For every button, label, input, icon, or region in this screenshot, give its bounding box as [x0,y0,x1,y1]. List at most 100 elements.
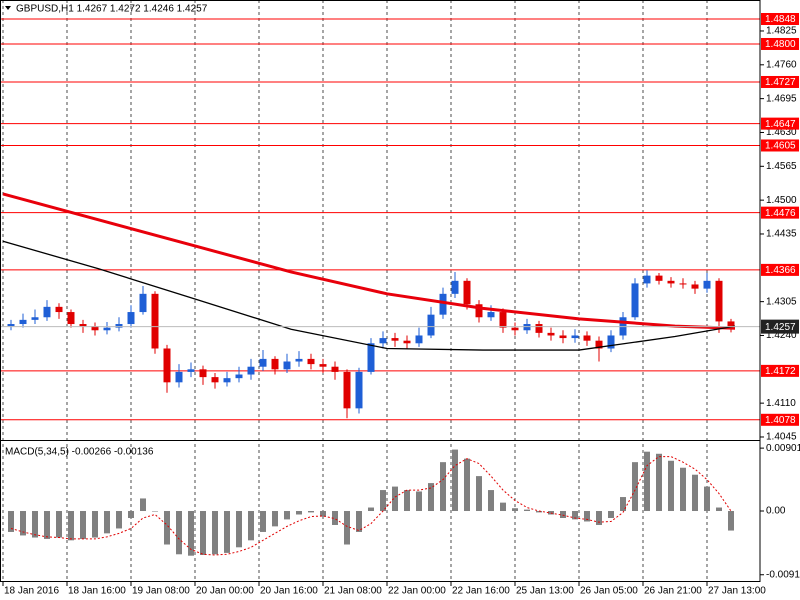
candle-body [499,312,507,328]
candle-body [7,324,15,327]
candle-body [235,374,243,379]
macd-bar [308,511,314,513]
macd-bar [464,458,470,512]
candle-body [163,348,171,383]
candle-body [607,335,615,349]
level-label-box [761,75,799,88]
candle-body [331,366,339,372]
macd-bar [188,511,194,556]
y-tick-label: 1.4045 [766,432,797,443]
candle-body [271,358,279,370]
macd-title: MACD(5,34,5) -0.00266 -0.00136 [5,447,154,458]
macd-bar [656,453,662,512]
candle-body [115,324,123,328]
macd-bar [44,511,50,539]
candle-body [187,369,195,372]
candle-body [319,364,327,367]
macd-bar [452,449,458,512]
candle-body [475,304,483,318]
macd-bar [620,497,626,512]
macd-bar [176,511,182,555]
candle-body [547,332,555,336]
x-tick-label: 25 Jan 13:00 [516,586,574,597]
candle-body [439,293,447,315]
level-label-box [761,12,799,25]
macd-bar [68,511,74,541]
macd-bar [608,511,614,518]
macd-bar [380,490,386,512]
menu-icon[interactable] [5,6,11,10]
level-label: 1.4476 [765,208,796,219]
y-tick-label: 1.4435 [766,229,797,240]
level-label-box [761,139,799,152]
macd-bar [128,511,134,518]
macd-bar [512,508,518,512]
candle-body [307,358,315,365]
macd-bar [32,511,38,538]
macd-bar [500,502,506,512]
candle-body [211,377,219,383]
candle-body [463,280,471,305]
macd-bar [668,460,674,512]
macd-bar [428,483,434,512]
macd-bar [596,511,602,525]
y-tick-label: -0.00913 [766,569,800,580]
moving-average [2,240,736,351]
y-tick-label: 0.00901 [766,443,800,454]
y-tick-label: 1.4760 [766,59,797,70]
x-tick-label: 18 Jan 16:00 [68,586,126,597]
candle-body [259,358,267,367]
x-tick-label: 20 Jan 16:00 [260,586,318,597]
candle-body [643,275,651,284]
macd-bar [416,491,422,512]
x-tick-label: 21 Jan 08:00 [324,586,382,597]
candle-body [55,306,63,313]
macd-bar [560,511,566,518]
y-tick-label: 1.4695 [766,93,797,104]
level-label: 1.4727 [765,77,796,88]
candle-body [127,312,135,325]
moving-average [2,192,736,330]
macd-bar [728,511,734,531]
macd-bar [80,511,86,539]
macd-bar [692,474,698,512]
level-label-box [761,364,799,377]
level-label-box [761,413,799,426]
level-label-box [761,37,799,50]
candle-body [79,324,87,327]
y-tick-label: 1.4500 [766,195,797,206]
x-tick-label: 18 Jan 2016 [4,586,59,597]
macd-bar [116,511,122,529]
candle-body [487,312,495,318]
macd-bar [476,476,482,512]
candle-body [295,358,303,362]
candle-body [391,338,399,341]
macd-bar [572,511,578,520]
level-label: 1.4647 [765,119,796,130]
macd-bar [680,467,686,512]
candle-body [703,280,711,289]
y-tick-label: 1.4630 [766,127,797,138]
candle-body [223,378,231,383]
candle-body [175,371,183,383]
macd-bar [344,511,350,545]
macd-bar [224,511,230,553]
macd-bar [320,511,326,517]
level-label: 1.4172 [765,366,796,377]
last-price-label: 1.4257 [765,322,796,333]
macd-bar [140,498,146,512]
macd-bar [632,462,638,512]
candle-body [595,340,603,349]
y-tick-label: 1.4240 [766,330,797,341]
level-label: 1.4078 [765,415,796,426]
candle-body [523,324,531,331]
candle-body [415,335,423,344]
macd-bar [716,507,722,512]
macd-bar [296,511,302,515]
macd-bar [332,511,338,525]
level-label: 1.4366 [765,265,796,276]
macd-bar [20,511,26,536]
x-tick-label: 20 Jan 00:00 [196,586,254,597]
x-tick-label: 26 Jan 05:00 [580,586,638,597]
